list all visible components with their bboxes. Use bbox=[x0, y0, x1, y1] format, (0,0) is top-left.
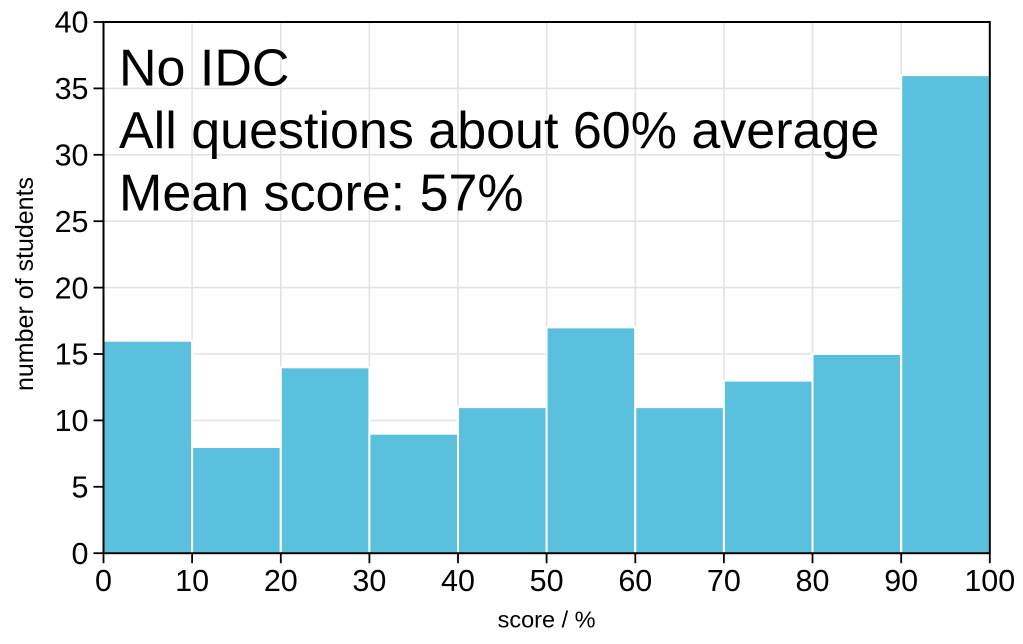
svg-text:20: 20 bbox=[264, 564, 298, 598]
svg-text:All questions about 60% averag: All questions about 60% average bbox=[119, 102, 879, 160]
svg-text:number of students: number of students bbox=[11, 177, 39, 391]
svg-text:80: 80 bbox=[796, 564, 830, 598]
svg-text:No IDC: No IDC bbox=[119, 39, 289, 97]
svg-text:15: 15 bbox=[55, 338, 89, 372]
svg-text:25: 25 bbox=[55, 205, 89, 239]
svg-text:30: 30 bbox=[352, 564, 386, 598]
svg-text:0: 0 bbox=[72, 537, 89, 571]
svg-text:50: 50 bbox=[530, 564, 564, 598]
svg-text:0: 0 bbox=[95, 564, 112, 598]
svg-text:30: 30 bbox=[55, 139, 89, 173]
svg-text:score / %: score / % bbox=[498, 607, 596, 633]
svg-text:35: 35 bbox=[55, 72, 89, 106]
svg-text:90: 90 bbox=[884, 564, 918, 598]
svg-text:Mean score: 57%: Mean score: 57% bbox=[119, 165, 524, 223]
svg-text:100: 100 bbox=[964, 564, 1015, 598]
svg-text:70: 70 bbox=[707, 564, 741, 598]
svg-text:10: 10 bbox=[55, 404, 89, 438]
svg-text:10: 10 bbox=[175, 564, 209, 598]
svg-text:20: 20 bbox=[55, 271, 89, 305]
svg-text:60: 60 bbox=[618, 564, 652, 598]
svg-text:5: 5 bbox=[72, 471, 89, 505]
svg-text:40: 40 bbox=[55, 6, 89, 40]
svg-text:40: 40 bbox=[441, 564, 475, 598]
